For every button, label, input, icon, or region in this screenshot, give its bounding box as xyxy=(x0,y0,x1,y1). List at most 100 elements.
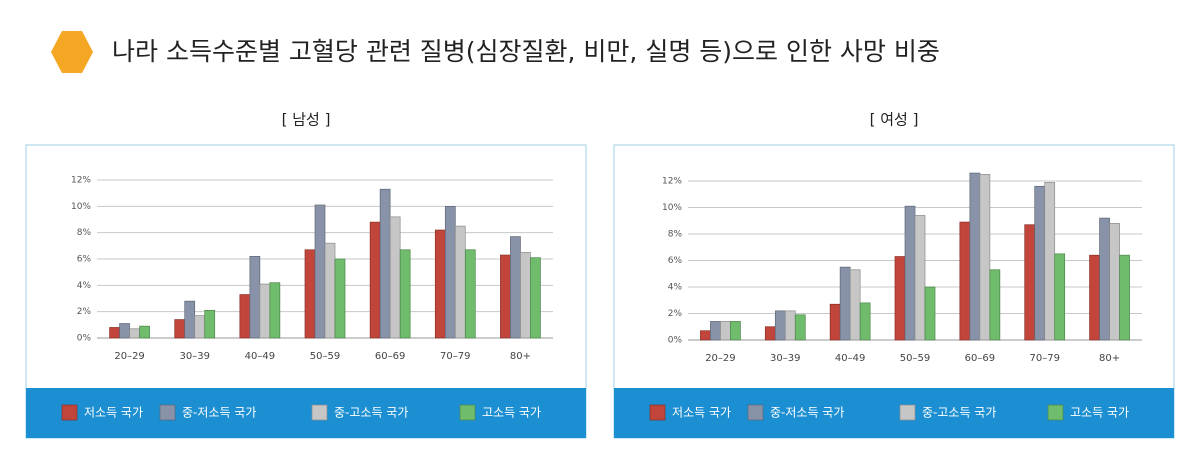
bar xyxy=(839,266,851,341)
bar xyxy=(139,325,150,339)
bar xyxy=(334,258,346,339)
legend-swatch xyxy=(311,404,328,421)
legend-swatch xyxy=(459,404,476,421)
legend-swatch xyxy=(1047,404,1064,421)
bar xyxy=(1099,217,1110,341)
legend-swatch xyxy=(747,404,764,421)
bar xyxy=(1054,253,1066,341)
bar xyxy=(464,249,476,339)
x-tick-label: 60–69 xyxy=(375,351,405,362)
bar xyxy=(314,204,326,339)
bar xyxy=(924,286,936,341)
bar xyxy=(1044,181,1056,341)
bar xyxy=(710,321,721,341)
bar xyxy=(304,249,316,339)
bar xyxy=(700,330,711,341)
legend-swatch xyxy=(899,404,916,421)
bar xyxy=(1024,224,1036,341)
legend-swatch xyxy=(649,404,666,421)
x-tick-label: 50–59 xyxy=(310,351,340,362)
x-tick-label: 70–79 xyxy=(1029,353,1059,364)
legend-label: 중-저소득 국가 xyxy=(770,406,844,420)
bar xyxy=(914,215,926,341)
legend-bar xyxy=(614,388,1174,438)
legend-swatch xyxy=(159,404,176,421)
y-tick-label: 10% xyxy=(662,203,682,213)
bar xyxy=(904,205,916,341)
bar xyxy=(784,310,796,341)
y-tick-label: 4% xyxy=(668,283,683,293)
bar xyxy=(1089,254,1100,341)
y-tick-label: 8% xyxy=(77,228,92,238)
bar xyxy=(1109,223,1120,341)
legend-label: 고소득 국가 xyxy=(482,406,541,420)
bar xyxy=(530,257,541,339)
y-tick-label: 12% xyxy=(71,176,91,186)
bar xyxy=(510,236,521,339)
x-tick-label: 20–29 xyxy=(705,353,735,364)
hexagon-icon xyxy=(51,31,93,73)
bar xyxy=(969,172,981,341)
x-tick-label: 50–59 xyxy=(900,353,930,364)
chart-title: [ 여성 ] xyxy=(870,111,919,129)
y-tick-label: 2% xyxy=(77,307,92,317)
bar xyxy=(454,225,466,339)
bar xyxy=(1034,185,1046,341)
y-tick-label: 0% xyxy=(77,334,92,344)
x-tick-label: 40–49 xyxy=(835,353,865,364)
y-tick-label: 6% xyxy=(77,255,92,265)
legend-label: 저소득 국가 xyxy=(84,406,143,420)
x-tick-label: 70–79 xyxy=(440,351,470,362)
legend-label: 저소득 국가 xyxy=(672,406,731,420)
y-tick-label: 8% xyxy=(668,230,683,240)
legend-label: 중-고소득 국가 xyxy=(334,406,408,420)
bar xyxy=(849,269,861,341)
bar xyxy=(379,188,391,339)
bar xyxy=(259,283,271,339)
bar xyxy=(434,229,446,339)
legend-swatch xyxy=(61,404,78,421)
bar xyxy=(444,205,456,339)
bar xyxy=(500,254,511,339)
bar xyxy=(194,315,206,339)
bar xyxy=(989,269,1001,341)
y-tick-label: 2% xyxy=(668,309,683,319)
bar xyxy=(894,256,906,341)
y-tick-label: 6% xyxy=(668,256,683,266)
bar xyxy=(774,310,786,341)
bar xyxy=(730,321,741,341)
bar xyxy=(184,300,196,339)
bar xyxy=(324,242,336,339)
legend-bar xyxy=(26,388,586,438)
bar xyxy=(389,216,401,339)
bar xyxy=(829,303,841,341)
bar xyxy=(119,323,130,339)
bar xyxy=(174,319,186,339)
bar xyxy=(269,282,281,339)
bar xyxy=(129,328,140,339)
x-tick-label: 30–39 xyxy=(179,351,209,362)
legend-label: 중-저소득 국가 xyxy=(182,406,256,420)
bar xyxy=(794,314,806,341)
bar xyxy=(109,327,120,339)
legend-label: 고소득 국가 xyxy=(1070,406,1129,420)
y-tick-label: 10% xyxy=(71,202,91,212)
bar xyxy=(520,252,531,339)
bar xyxy=(1119,254,1130,341)
bar xyxy=(959,221,971,341)
x-tick-label: 40–49 xyxy=(245,351,275,362)
bar xyxy=(859,302,871,341)
chart-title: [ 남성 ] xyxy=(282,111,331,129)
x-tick-label: 60–69 xyxy=(965,353,995,364)
y-tick-label: 0% xyxy=(668,336,683,346)
bar xyxy=(399,249,411,339)
x-tick-label: 80+ xyxy=(1099,353,1120,364)
y-tick-label: 12% xyxy=(662,177,682,187)
page-title: 나라 소득수준별 고혈당 관련 질병(심장질환, 비만, 실명 등)으로 인한 … xyxy=(112,37,940,66)
bar xyxy=(764,326,776,341)
bar xyxy=(979,174,991,341)
x-tick-label: 20–29 xyxy=(114,351,144,362)
bar xyxy=(249,256,261,339)
legend-label: 중-고소득 국가 xyxy=(922,406,996,420)
